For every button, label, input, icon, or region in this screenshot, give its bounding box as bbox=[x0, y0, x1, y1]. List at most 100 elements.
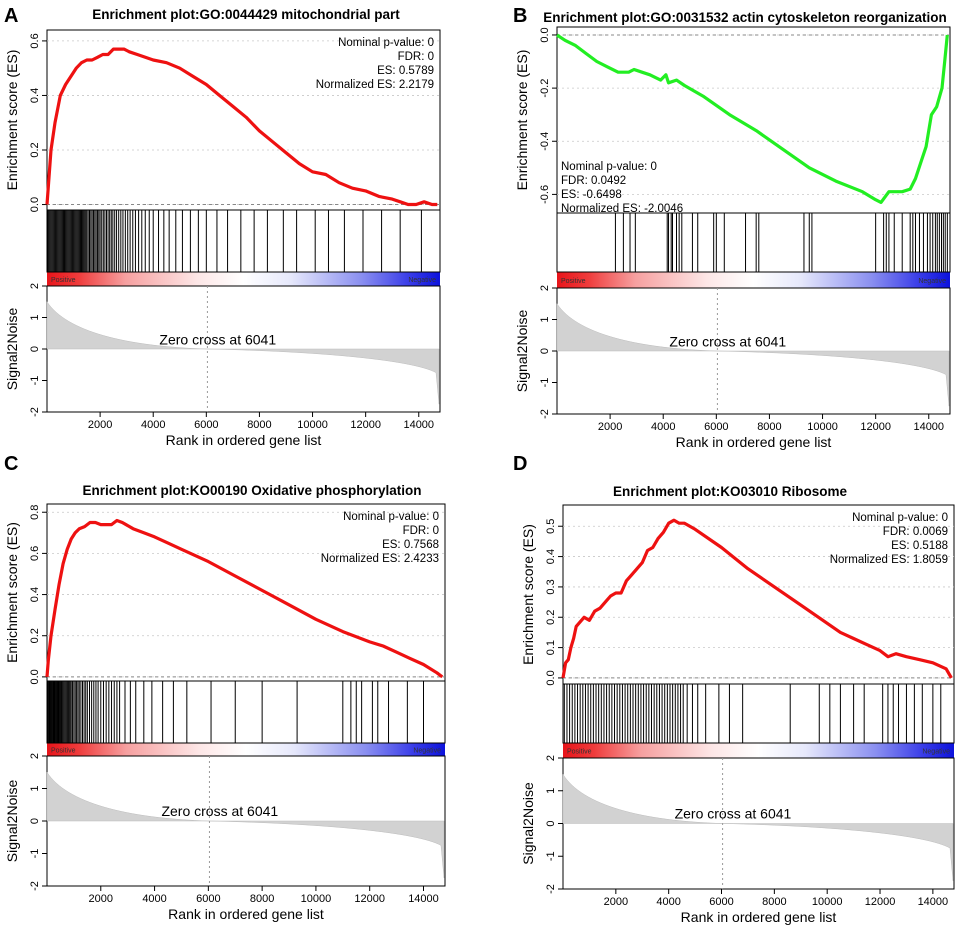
x-tick-label: 2000 bbox=[604, 896, 628, 908]
es-plot-frame bbox=[46, 503, 446, 682]
x-tick-label: 4000 bbox=[651, 421, 675, 433]
rank-y-tick-label: -1 bbox=[29, 849, 41, 859]
rank-metric-positive-area bbox=[46, 771, 210, 822]
x-axis-label: Rank in ordered gene list bbox=[166, 432, 322, 448]
chart-title: Enrichment plot:GO:0031532 actin cytoske… bbox=[543, 10, 947, 25]
zero-cross-label: Zero cross at 6041 bbox=[161, 803, 278, 819]
zero-cross-label: Zero cross at 6041 bbox=[675, 806, 792, 822]
x-axis-label: Rank in ordered gene list bbox=[676, 434, 832, 450]
ranked-list-bar bbox=[47, 743, 445, 756]
hits-frame bbox=[556, 212, 951, 273]
hits-frame bbox=[562, 683, 955, 744]
stats-line: Nominal p-value: 0 bbox=[852, 512, 948, 524]
chart-title: Enrichment plot:GO:0044429 mitochondrial… bbox=[92, 7, 400, 22]
es-y-tick-label: 0.3 bbox=[545, 579, 557, 594]
x-tick-label: 12000 bbox=[350, 419, 381, 431]
rank-y-tick-label: 2 bbox=[539, 285, 551, 291]
panel-d: D Enrichment plot:KO03010 Ribosome Positiv… bbox=[513, 453, 955, 925]
es-y-axis-label: Enrichment score (ES) bbox=[514, 50, 530, 191]
ranked-list-bar bbox=[557, 272, 950, 288]
stats-line: Normalized ES: 2.4233 bbox=[321, 553, 439, 565]
ranked-bar-negative-label: Negative bbox=[918, 278, 946, 285]
x-tick-label: 6000 bbox=[196, 893, 220, 905]
rank-metric-negative-area bbox=[209, 820, 445, 878]
x-tick-label: 10000 bbox=[807, 421, 838, 433]
es-y-tick-label: 0.0 bbox=[539, 27, 551, 42]
stats-line: ES: 0.7568 bbox=[382, 539, 439, 551]
hits-frame bbox=[46, 680, 446, 744]
rank-y-tick-label: -1 bbox=[545, 851, 557, 861]
es-y-tick-label: 0.1 bbox=[545, 640, 557, 655]
chart-title: Enrichment plot:KO00190 Oxidative phosph… bbox=[82, 483, 421, 498]
x-tick-label: 14000 bbox=[918, 896, 949, 908]
rank-y-tick-label: 0 bbox=[29, 818, 41, 824]
rank-metric-negative-area bbox=[207, 348, 440, 405]
panel-a: A Enrichment plot:GO:0044429 mitochondria… bbox=[4, 5, 441, 448]
x-tick-label: 2000 bbox=[88, 419, 112, 431]
stats-line: FDR: 0 bbox=[403, 525, 439, 537]
rank-metric-positive-area bbox=[556, 302, 718, 352]
rank-y-tick-label: 1 bbox=[29, 314, 41, 320]
es-y-tick-label: 0.2 bbox=[29, 628, 41, 643]
panel-b: B Enrichment plot:GO:0031532 actin cytosk… bbox=[513, 5, 951, 450]
es-plot-frame bbox=[46, 29, 441, 211]
x-tick-label: 4000 bbox=[142, 893, 166, 905]
rank-y-tick-label: 1 bbox=[539, 316, 551, 322]
rank-y-tick-label: -1 bbox=[539, 378, 551, 388]
rank-y-tick-label: 2 bbox=[29, 283, 41, 289]
ranked-bar-negative-label: Negative bbox=[413, 748, 441, 755]
rank-y-tick-label: -2 bbox=[29, 881, 41, 891]
rank-y-axis-label: Signal2Noise bbox=[4, 308, 20, 391]
rank-y-tick-label: 2 bbox=[29, 753, 41, 759]
es-y-axis-label: Enrichment score (ES) bbox=[4, 50, 20, 191]
es-y-axis-label: Enrichment score (ES) bbox=[4, 522, 20, 663]
rank-y-tick-label: 1 bbox=[545, 788, 557, 794]
stats-line: Nominal p-value: 0 bbox=[338, 37, 434, 49]
rank-metric-positive-area bbox=[562, 773, 723, 824]
panel-label: B bbox=[513, 5, 527, 27]
es-y-tick-label: 0.5 bbox=[545, 519, 557, 534]
rank-y-tick-label: -2 bbox=[545, 884, 557, 894]
x-tick-label: 14000 bbox=[403, 419, 434, 431]
x-tick-label: 8000 bbox=[757, 421, 781, 433]
es-curve bbox=[45, 47, 438, 207]
ranked-bar-positive-label: Positive bbox=[51, 277, 76, 284]
rank-metric-negative-area bbox=[717, 350, 950, 407]
stats-line: FDR: 0.0069 bbox=[883, 526, 948, 538]
ranked-list-bar bbox=[563, 743, 954, 758]
x-tick-label: 12000 bbox=[860, 421, 891, 433]
rank-y-tick-label: 1 bbox=[29, 785, 41, 791]
stats-line: Normalized ES: 2.2179 bbox=[316, 79, 434, 91]
panel-label: D bbox=[513, 453, 527, 475]
stats-line: ES: 0.5188 bbox=[891, 540, 948, 552]
x-tick-label: 12000 bbox=[865, 896, 896, 908]
es-y-tick-label: 0.4 bbox=[545, 549, 557, 564]
chart-title: Enrichment plot:KO03010 Ribosome bbox=[613, 484, 848, 499]
stats-line: Normalized ES: 1.8059 bbox=[830, 554, 948, 566]
panel-label: C bbox=[4, 453, 18, 475]
rank-y-axis-label: Signal2Noise bbox=[520, 782, 536, 865]
stats-line: FDR: 0.0492 bbox=[561, 175, 626, 187]
x-tick-label: 2000 bbox=[598, 421, 622, 433]
ranked-list-bar bbox=[47, 272, 440, 286]
es-y-tick-label: 0.4 bbox=[29, 587, 41, 602]
es-y-tick-label: 0.0 bbox=[29, 669, 41, 684]
x-tick-label: 6000 bbox=[704, 421, 728, 433]
rank-y-tick-label: 0 bbox=[539, 348, 551, 354]
es-y-tick-label: 0.0 bbox=[545, 670, 557, 685]
x-tick-label: 10000 bbox=[301, 893, 332, 905]
x-tick-label: 14000 bbox=[408, 893, 439, 905]
x-tick-label: 6000 bbox=[709, 896, 733, 908]
es-y-axis-label: Enrichment score (ES) bbox=[520, 524, 536, 665]
rank-y-tick-label: -2 bbox=[539, 409, 551, 419]
rank-y-tick-label: 2 bbox=[545, 755, 557, 761]
x-tick-label: 4000 bbox=[141, 419, 165, 431]
es-y-tick-label: -0.2 bbox=[539, 79, 551, 98]
es-y-tick-label: 0.2 bbox=[545, 610, 557, 625]
x-axis-label: Rank in ordered gene list bbox=[168, 906, 324, 922]
es-y-tick-label: 0.0 bbox=[29, 197, 41, 212]
es-y-tick-label: 0.6 bbox=[29, 33, 41, 48]
rank-y-axis-label: Signal2Noise bbox=[4, 780, 20, 863]
zero-cross-label: Zero cross at 6041 bbox=[159, 331, 276, 347]
